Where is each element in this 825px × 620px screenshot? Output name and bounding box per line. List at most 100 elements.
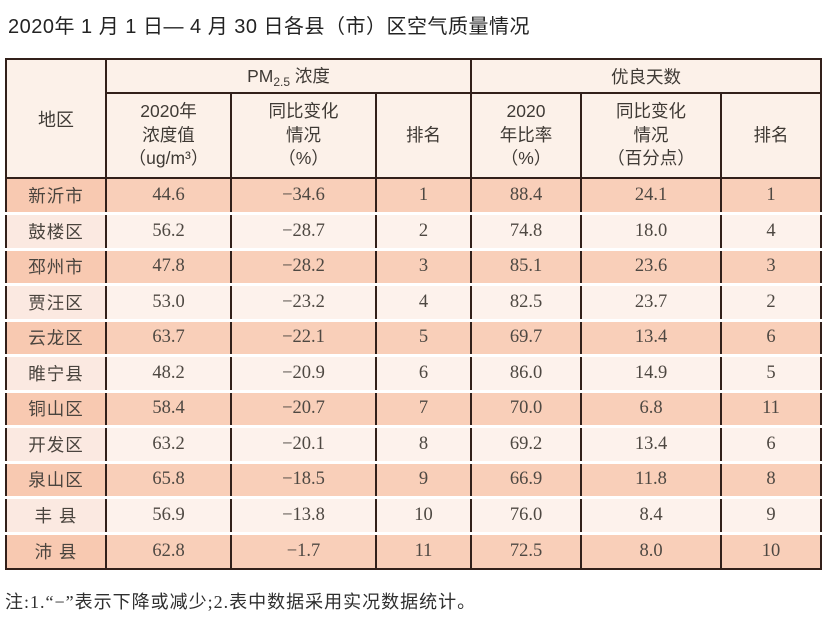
- table-body: 新沂市 44.6 −34.6 1 88.4 24.1 1 鼓楼区 56.2 −2…: [5, 178, 823, 569]
- column-header-pm-rank: 排名: [374, 93, 473, 179]
- table-row: 新沂市 44.6 −34.6 1 88.4 24.1 1: [5, 178, 823, 215]
- table-row: 贾汪区 53.0 −23.2 4 82.5 23.7 2: [5, 284, 823, 322]
- table-row: 沛 县 62.8 −1.7 11 72.5 8.0 10: [5, 533, 823, 569]
- cell-region: 丰 县: [5, 497, 107, 535]
- table-row: 铜山区 58.4 −20.7 7 70.0 6.8 11: [5, 391, 823, 428]
- cell-ratio: 82.5: [470, 284, 583, 322]
- column-header-region: 地区: [5, 59, 107, 179]
- cell-pm-change: −20.1: [230, 426, 377, 464]
- cell-region: 沛 县: [5, 533, 107, 569]
- cell-ratio-change: 8.4: [580, 497, 723, 535]
- table-row: 开发区 63.2 −20.1 8 69.2 13.4 6: [5, 426, 823, 464]
- table-row: 睢宁县 48.2 −20.9 6 86.0 14.9 5: [5, 355, 823, 393]
- cell-region: 邳州市: [5, 249, 107, 286]
- cell-pm-rank: 4: [374, 284, 473, 322]
- cell-region: 贾汪区: [5, 284, 107, 322]
- cell-ratio-rank: 5: [720, 355, 823, 393]
- cell-pm-change: −28.2: [230, 249, 377, 286]
- cell-ratio-change: 23.6: [580, 249, 723, 286]
- cell-pm-rank: 5: [374, 320, 473, 357]
- cell-ratio-rank: 6: [720, 426, 823, 464]
- cell-ratio-rank: 1: [720, 178, 823, 215]
- cell-ratio-rank: 3: [720, 249, 823, 286]
- column-header-ratio: 2020 年比率 （%）: [470, 93, 583, 179]
- cell-ratio: 66.9: [470, 462, 583, 499]
- cell-ratio-change: 23.7: [580, 284, 723, 322]
- column-header-pm-change: 同比变化 情况 （%）: [230, 93, 377, 179]
- cell-ratio-change: 14.9: [580, 355, 723, 393]
- table-row: 鼓楼区 56.2 −28.7 2 74.8 18.0 4: [5, 213, 823, 251]
- cell-pm-change: −23.2: [230, 284, 377, 322]
- cell-pm-change: −13.8: [230, 497, 377, 535]
- column-group-pm25: PM2.5 浓度: [104, 59, 473, 94]
- pm25-subscript: 2.5: [273, 75, 291, 89]
- cell-ratio-rank: 2: [720, 284, 823, 322]
- pm25-label-prefix: PM: [247, 66, 274, 86]
- cell-region: 开发区: [5, 426, 107, 464]
- cell-pm-value: 48.2: [105, 355, 232, 393]
- cell-pm-change: −20.7: [230, 391, 377, 428]
- cell-pm-rank: 11: [374, 533, 473, 569]
- table-row: 邳州市 47.8 −28.2 3 85.1 23.6 3: [5, 249, 823, 286]
- cell-pm-rank: 9: [374, 462, 473, 499]
- table-header: 地区 PM2.5 浓度 优良天数 2020年 浓度值 （ug/m³） 同比变化 …: [5, 59, 823, 179]
- cell-ratio-rank: 11: [720, 391, 823, 428]
- cell-pm-change: −34.6: [230, 178, 377, 215]
- cell-region: 泉山区: [5, 462, 107, 499]
- column-header-pm-value: 2020年 浓度值 （ug/m³）: [105, 93, 232, 179]
- cell-ratio: 74.8: [470, 213, 583, 251]
- cell-pm-rank: 7: [374, 391, 473, 428]
- cell-ratio: 69.7: [470, 320, 583, 357]
- cell-ratio-change: 6.8: [580, 391, 723, 428]
- cell-ratio: 70.0: [470, 391, 583, 428]
- page-title: 2020年 1 月 1 日— 4 月 30 日各县（市）区空气质量情况: [8, 16, 531, 38]
- cell-pm-value: 65.8: [105, 462, 232, 499]
- cell-ratio: 86.0: [470, 355, 583, 393]
- cell-region: 新沂市: [5, 178, 107, 215]
- table-row: 丰 县 56.9 −13.8 10 76.0 8.4 9: [5, 497, 823, 535]
- cell-pm-rank: 1: [374, 178, 473, 215]
- cell-ratio-change: 13.4: [580, 426, 723, 464]
- cell-ratio: 72.5: [470, 533, 583, 569]
- cell-pm-rank: 3: [374, 249, 473, 286]
- cell-pm-rank: 8: [374, 426, 473, 464]
- cell-ratio-change: 11.8: [580, 462, 723, 499]
- cell-region: 睢宁县: [5, 355, 107, 393]
- table-row: 云龙区 63.7 −22.1 5 69.7 13.4 6: [5, 320, 823, 357]
- cell-ratio-rank: 4: [720, 213, 823, 251]
- air-quality-table: 地区 PM2.5 浓度 优良天数 2020年 浓度值 （ug/m³） 同比变化 …: [5, 58, 823, 570]
- cell-ratio-rank: 10: [720, 533, 823, 569]
- cell-region: 鼓楼区: [5, 213, 107, 251]
- cell-ratio: 88.4: [470, 178, 583, 215]
- cell-pm-change: −18.5: [230, 462, 377, 499]
- cell-pm-rank: 6: [374, 355, 473, 393]
- cell-pm-value: 56.2: [105, 213, 232, 251]
- table-row: 泉山区 65.8 −18.5 9 66.9 11.8 8: [5, 462, 823, 499]
- pm25-label-suffix: 浓度: [290, 66, 330, 86]
- cell-ratio-change: 18.0: [580, 213, 723, 251]
- cell-pm-rank: 2: [374, 213, 473, 251]
- cell-pm-change: −22.1: [230, 320, 377, 357]
- cell-pm-value: 47.8: [105, 249, 232, 286]
- cell-ratio: 76.0: [470, 497, 583, 535]
- column-header-ratio-rank: 排名: [720, 93, 823, 179]
- cell-pm-rank: 10: [374, 497, 473, 535]
- cell-pm-value: 62.8: [105, 533, 232, 569]
- footnote: 注:1.“−”表示下降或减少;2.表中数据采用实况数据统计。: [5, 592, 477, 612]
- cell-ratio-rank: 8: [720, 462, 823, 499]
- cell-region: 云龙区: [5, 320, 107, 357]
- cell-pm-value: 63.2: [105, 426, 232, 464]
- cell-ratio-change: 8.0: [580, 533, 723, 569]
- cell-ratio-rank: 6: [720, 320, 823, 357]
- cell-pm-value: 63.7: [105, 320, 232, 357]
- cell-ratio-change: 13.4: [580, 320, 723, 357]
- cell-pm-value: 44.6: [105, 178, 232, 215]
- cell-ratio: 69.2: [470, 426, 583, 464]
- cell-pm-value: 53.0: [105, 284, 232, 322]
- cell-pm-change: −28.7: [230, 213, 377, 251]
- cell-ratio-change: 24.1: [580, 178, 723, 215]
- cell-ratio-rank: 9: [720, 497, 823, 535]
- cell-pm-value: 58.4: [105, 391, 232, 428]
- column-header-ratio-change: 同比变化 情况 （百分点）: [580, 93, 723, 179]
